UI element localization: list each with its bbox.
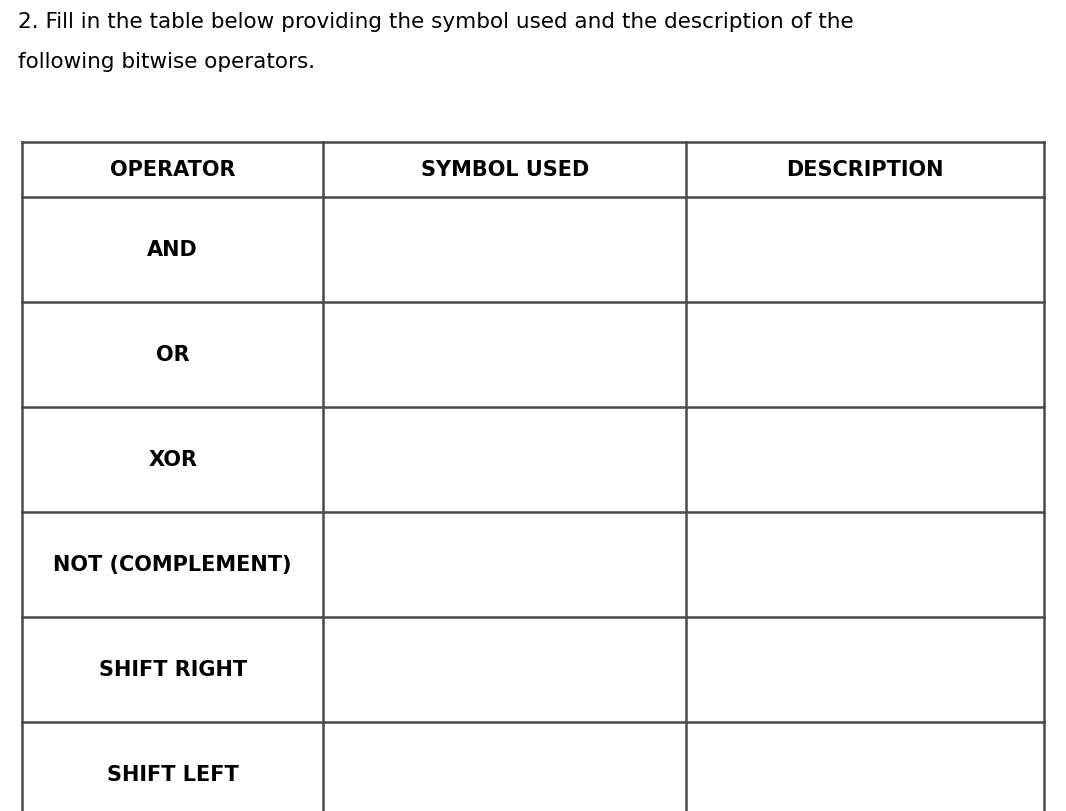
- Text: XOR: XOR: [148, 450, 197, 470]
- Text: SHIFT LEFT: SHIFT LEFT: [107, 765, 239, 784]
- Text: AND: AND: [147, 240, 198, 260]
- Text: OR: OR: [156, 345, 190, 365]
- Text: SHIFT RIGHT: SHIFT RIGHT: [99, 659, 247, 680]
- Text: SYMBOL USED: SYMBOL USED: [421, 161, 589, 180]
- Text: DESCRIPTION: DESCRIPTION: [787, 161, 943, 180]
- Text: following bitwise operators.: following bitwise operators.: [18, 52, 316, 72]
- Text: 2. Fill in the table below providing the symbol used and the description of the: 2. Fill in the table below providing the…: [18, 12, 854, 32]
- Text: OPERATOR: OPERATOR: [110, 161, 236, 180]
- Text: NOT (COMPLEMENT): NOT (COMPLEMENT): [53, 555, 292, 575]
